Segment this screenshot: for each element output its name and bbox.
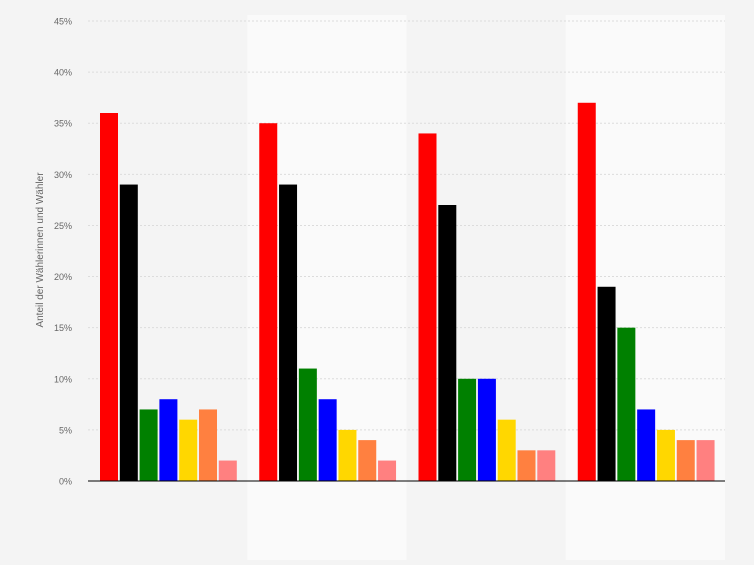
y-tick-label: 0%: [59, 477, 72, 487]
bar: [358, 440, 377, 481]
y-tick-label: 10%: [54, 374, 72, 384]
y-tick-label: 35%: [54, 119, 72, 129]
bars: [100, 102, 715, 482]
bar: [497, 419, 516, 481]
y-tick-label: 20%: [54, 272, 72, 282]
bar: [298, 368, 317, 481]
bar: [259, 123, 278, 481]
bar: [119, 184, 138, 482]
y-tick-label: 15%: [54, 323, 72, 333]
bar: [517, 450, 536, 481]
bar: [179, 419, 198, 481]
y-axis-label: Anteil der Wählerinnen und Wähler: [35, 172, 46, 328]
bar: [199, 409, 217, 481]
bar: [378, 460, 397, 481]
y-tick-label: 5%: [59, 425, 72, 435]
y-axis-ticks: 0% 5% 10% 15% 20% 25% 30% 35% 40% 45%: [54, 17, 72, 487]
bar: [637, 409, 656, 481]
y-tick-label: 45%: [54, 17, 72, 27]
bar: [696, 440, 715, 481]
bar: [477, 378, 496, 481]
bar: [318, 399, 337, 481]
bar: [438, 205, 457, 481]
bar: [656, 429, 675, 481]
bar: [537, 450, 556, 481]
bar: [577, 102, 596, 482]
bar: [418, 133, 437, 481]
bar: [458, 378, 477, 481]
y-tick-label: 30%: [54, 170, 72, 180]
bar: [218, 460, 237, 481]
y-tick-label: 40%: [54, 68, 72, 78]
bar: [139, 409, 158, 481]
bar: [676, 440, 695, 481]
bar: [617, 327, 636, 481]
bar: [100, 113, 118, 481]
bar: [159, 399, 178, 481]
bar: [279, 184, 298, 482]
bar: [338, 429, 357, 481]
y-tick-label: 25%: [54, 221, 72, 231]
bar: [597, 286, 616, 481]
